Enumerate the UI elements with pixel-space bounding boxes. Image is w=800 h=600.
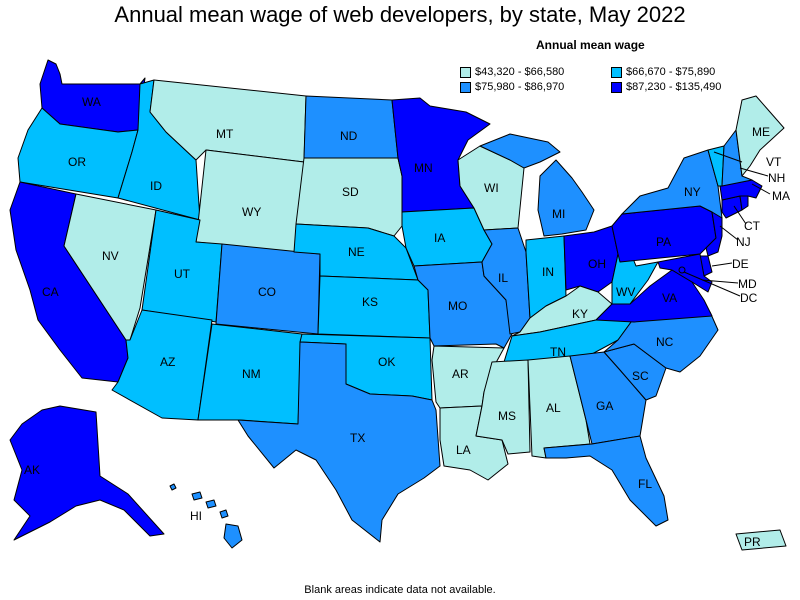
legend-item-1: $43,320 - $66,580 xyxy=(460,66,564,78)
label-HI: HI xyxy=(190,509,202,523)
label-UT: UT xyxy=(174,267,191,281)
state-NJ[interactable] xyxy=(705,211,723,257)
label-AK: AK xyxy=(24,463,40,477)
label-IL: IL xyxy=(498,271,508,285)
leader-lines xyxy=(683,151,771,297)
label-DC: DC xyxy=(740,291,758,305)
label-MT: MT xyxy=(216,127,234,141)
label-NC: NC xyxy=(656,335,674,349)
label-VA: VA xyxy=(662,291,677,305)
label-OK: OK xyxy=(378,355,395,369)
label-NM: NM xyxy=(242,367,261,381)
label-ID: ID xyxy=(150,179,162,193)
label-MO: MO xyxy=(448,299,467,313)
label-SD: SD xyxy=(342,185,359,199)
label-FL: FL xyxy=(638,477,652,491)
legend-swatch-1 xyxy=(460,66,471,78)
legend-label-2: $66,670 - $75,890 xyxy=(626,66,716,78)
state-ND[interactable] xyxy=(303,95,399,159)
label-ND: ND xyxy=(340,129,358,143)
label-MN: MN xyxy=(414,161,433,175)
state-AK[interactable] xyxy=(9,405,165,541)
label-TX: TX xyxy=(350,431,365,445)
state-TX[interactable] xyxy=(237,341,441,543)
label-NH: NH xyxy=(768,171,785,185)
label-MI: MI xyxy=(552,207,565,221)
label-LA: LA xyxy=(456,443,471,457)
legend-item-3: $75,980 - $86,970 xyxy=(460,81,564,93)
label-WA: WA xyxy=(82,95,101,109)
label-NV: NV xyxy=(102,249,119,263)
state-MS[interactable] xyxy=(475,359,531,455)
label-MS: MS xyxy=(498,409,516,423)
label-TN: TN xyxy=(550,345,566,359)
legend-item-4: $87,230 - $135,490 xyxy=(611,81,721,93)
legend-swatch-2 xyxy=(611,66,622,78)
legend-swatch-3 xyxy=(460,81,471,93)
label-WV: WV xyxy=(616,285,635,299)
state-MI[interactable] xyxy=(479,133,595,237)
label-IA: IA xyxy=(434,231,445,245)
state-RI[interactable] xyxy=(739,195,749,211)
label-MD: MD xyxy=(738,277,757,291)
label-CO: CO xyxy=(258,285,276,299)
label-VT: VT xyxy=(766,155,782,169)
label-PA: PA xyxy=(656,235,671,249)
label-WI: WI xyxy=(484,181,499,195)
label-CA: CA xyxy=(42,285,59,299)
label-AZ: AZ xyxy=(160,355,175,369)
state-MD[interactable] xyxy=(657,253,713,293)
legend-label-3: $75,980 - $86,970 xyxy=(475,81,565,93)
legend-swatch-4 xyxy=(611,81,622,93)
map-title: Annual mean wage of web developers, by s… xyxy=(114,2,686,27)
label-AR: AR xyxy=(452,367,469,381)
label-PR: PR xyxy=(744,535,761,549)
state-NH[interactable] xyxy=(721,129,753,187)
label-SC: SC xyxy=(632,369,649,383)
label-IN: IN xyxy=(542,265,554,279)
label-AL: AL xyxy=(546,401,561,415)
label-GA: GA xyxy=(596,399,613,413)
state-MA[interactable] xyxy=(719,179,763,201)
state-IL[interactable] xyxy=(481,227,531,335)
label-ME: ME xyxy=(752,125,770,139)
label-NE: NE xyxy=(348,245,365,259)
legend-label-1: $43,320 - $66,580 xyxy=(475,66,565,78)
label-NY: NY xyxy=(684,185,701,199)
label-CT: CT xyxy=(744,219,761,233)
legend-title: Annual mean wage xyxy=(536,38,645,52)
state-FL[interactable] xyxy=(543,435,669,527)
legend-label-4: $87,230 - $135,490 xyxy=(626,81,722,93)
label-KY: KY xyxy=(572,307,588,321)
state-ME[interactable] xyxy=(735,95,785,177)
label-OH: OH xyxy=(588,257,606,271)
label-MA: MA xyxy=(772,189,790,203)
state-PA[interactable] xyxy=(611,205,717,263)
state-PR[interactable] xyxy=(735,529,787,551)
legend-item-2: $66,670 - $75,890 xyxy=(611,66,715,78)
state-HI[interactable] xyxy=(169,483,243,549)
label-DE: DE xyxy=(732,257,749,271)
label-NJ: NJ xyxy=(736,235,751,249)
state-labels: WA OR CA ID NV MT WY UT AZ CO NM ND SD N… xyxy=(24,95,790,549)
state-DC[interactable] xyxy=(678,266,686,274)
label-OR: OR xyxy=(68,155,86,169)
footnote: Blank areas indicate data not available. xyxy=(304,584,496,596)
label-KS: KS xyxy=(362,295,378,309)
state-WY[interactable] xyxy=(195,149,305,253)
label-WY: WY xyxy=(242,205,261,219)
